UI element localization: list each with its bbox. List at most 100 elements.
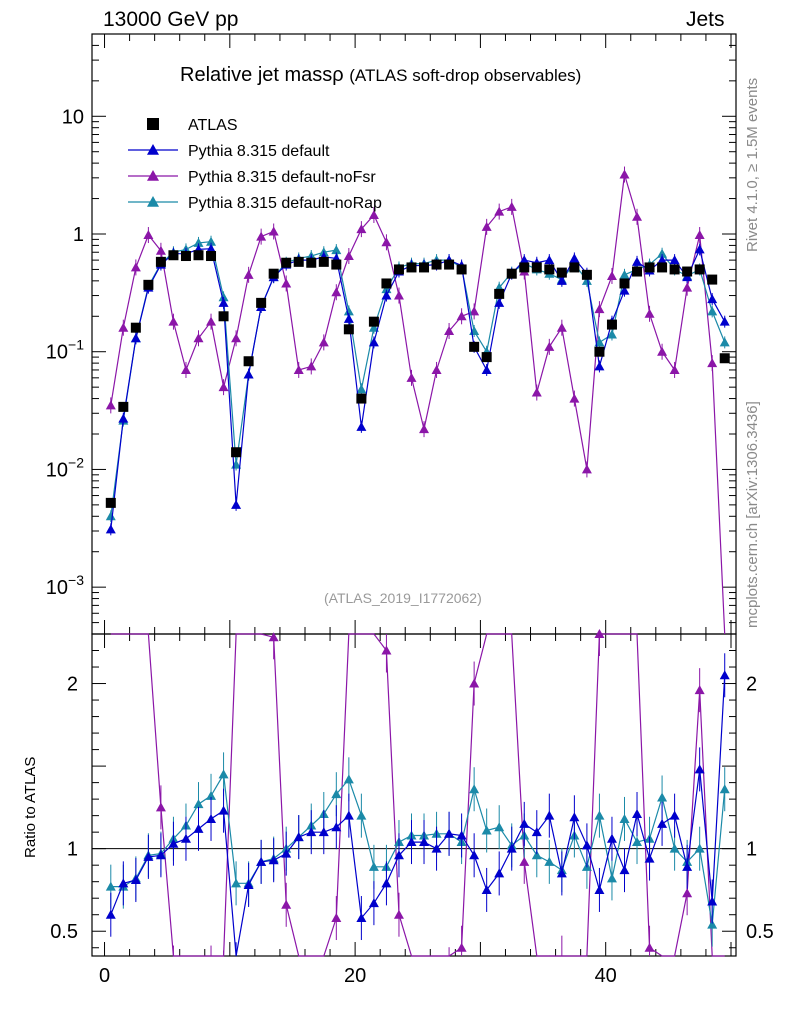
ratio-point-noFsr: [155, 802, 166, 812]
data-point-atlas: [293, 256, 304, 267]
data-point-default: [669, 255, 680, 265]
data-point-atlas: [694, 264, 705, 275]
data-point-noFsr: [318, 337, 329, 347]
ratio-point-noRap: [707, 919, 718, 929]
ratio-point-default: [531, 827, 542, 837]
ratio-point-default: [130, 875, 141, 885]
analysis-watermark: (ATLAS_2019_I1772062): [324, 590, 482, 606]
data-point-noFsr: [218, 382, 229, 392]
ratio-point-noRap: [193, 799, 204, 809]
ratio-point-default: [606, 833, 617, 843]
data-point-atlas: [431, 259, 442, 270]
legend-marker-noFsr: [147, 170, 159, 181]
ratio-point-noRap: [356, 810, 367, 820]
data-point-noFsr: [118, 322, 129, 332]
rivet-version-label: Rivet 4.1.0, ≥ 1.5M events: [744, 77, 761, 252]
data-point-noFsr: [456, 311, 467, 321]
ratio-point-noFsr: [682, 888, 693, 898]
data-point-default: [130, 333, 141, 343]
data-point-atlas: [481, 352, 492, 363]
ratio-line-default: [110, 675, 726, 957]
ratio-point-noFsr: [644, 942, 655, 952]
ratio-point-noRap: [218, 769, 229, 779]
ratio-point-default: [406, 837, 417, 847]
data-point-noFsr: [155, 245, 166, 255]
data-point-atlas: [105, 497, 116, 508]
ratio-point-noFsr: [456, 942, 467, 952]
ratio-point-default: [419, 837, 430, 847]
data-point-default: [719, 316, 730, 326]
data-point-noFsr: [105, 400, 116, 410]
series-default: [105, 242, 730, 536]
data-point-noFsr: [393, 290, 404, 300]
data-point-default: [368, 337, 379, 347]
data-point-noRap: [105, 511, 116, 521]
ratio-point-noRap: [331, 789, 342, 799]
data-point-atlas: [619, 278, 630, 289]
ratio-point-default: [494, 868, 505, 878]
legend-marker-noRap: [147, 196, 159, 207]
series-line-noFsr: [110, 174, 726, 635]
data-point-atlas: [419, 262, 430, 273]
ratio-point-noFsr: [519, 856, 530, 866]
data-point-noFsr: [431, 364, 442, 374]
ratio-point-noFsr: [393, 909, 404, 919]
data-point-atlas: [393, 264, 404, 275]
data-point-noFsr: [143, 230, 154, 240]
x-tick-label: 0: [99, 965, 110, 987]
ratio-y-tick-label: 1: [67, 839, 78, 861]
ratio-point-noFsr: [594, 629, 605, 638]
data-point-default: [544, 255, 555, 265]
data-point-noFsr: [243, 269, 254, 279]
data-point-noRap: [657, 248, 668, 258]
ratio-point-default: [368, 898, 379, 908]
data-point-noFsr: [168, 316, 179, 326]
y-tick-label: 10−1: [46, 337, 84, 364]
data-point-noRap: [206, 236, 217, 246]
data-point-noFsr: [281, 278, 292, 288]
ratio-point-noRap: [619, 813, 630, 823]
data-point-noRap: [368, 322, 379, 332]
x-tick-label: 40: [595, 965, 617, 987]
data-point-atlas: [268, 268, 279, 279]
ratio-point-default: [632, 808, 643, 818]
data-point-noFsr: [444, 325, 455, 335]
data-point-noFsr: [682, 282, 693, 292]
legend-item-noFsr: Pythia 8.315 default-noFsr: [128, 169, 376, 186]
data-point-atlas: [506, 268, 517, 279]
ratio-point-default: [619, 865, 630, 875]
ratio-line-noFsr: [110, 633, 725, 957]
y-tick-label: 10−3: [46, 572, 84, 599]
series-atlas: [105, 250, 730, 508]
data-point-noRap: [356, 384, 367, 394]
data-point-default: [218, 297, 229, 307]
data-point-noFsr: [306, 361, 317, 371]
data-point-atlas: [256, 297, 267, 308]
data-point-atlas: [544, 264, 555, 275]
ratio-point-noRap: [481, 825, 492, 835]
data-point-noFsr: [256, 231, 267, 241]
data-point-atlas: [130, 322, 141, 333]
ratio-point-default: [256, 856, 267, 866]
ratio-point-noFsr: [694, 685, 705, 695]
data-point-atlas: [356, 393, 367, 404]
ratio-point-default: [155, 850, 166, 860]
ratio-point-default: [268, 855, 279, 865]
ratio-point-noFsr: [268, 632, 279, 642]
data-point-noFsr: [180, 364, 191, 374]
ratio-point-default: [193, 823, 204, 833]
data-point-noFsr: [231, 333, 242, 343]
y-tick-label: 10: [62, 106, 84, 128]
data-point-atlas: [306, 257, 317, 268]
data-point-atlas: [581, 269, 592, 280]
data-point-noRap: [719, 337, 730, 347]
data-point-noFsr: [406, 372, 417, 382]
data-point-atlas: [531, 262, 542, 273]
data-point-atlas: [669, 264, 680, 275]
ratio-point-default: [118, 878, 129, 888]
data-point-noFsr: [531, 387, 542, 397]
data-point-noFsr: [594, 304, 605, 314]
ratio-series-noFsr: [110, 629, 725, 957]
legend-marker-atlas: [147, 118, 159, 130]
data-point-atlas: [193, 250, 204, 261]
